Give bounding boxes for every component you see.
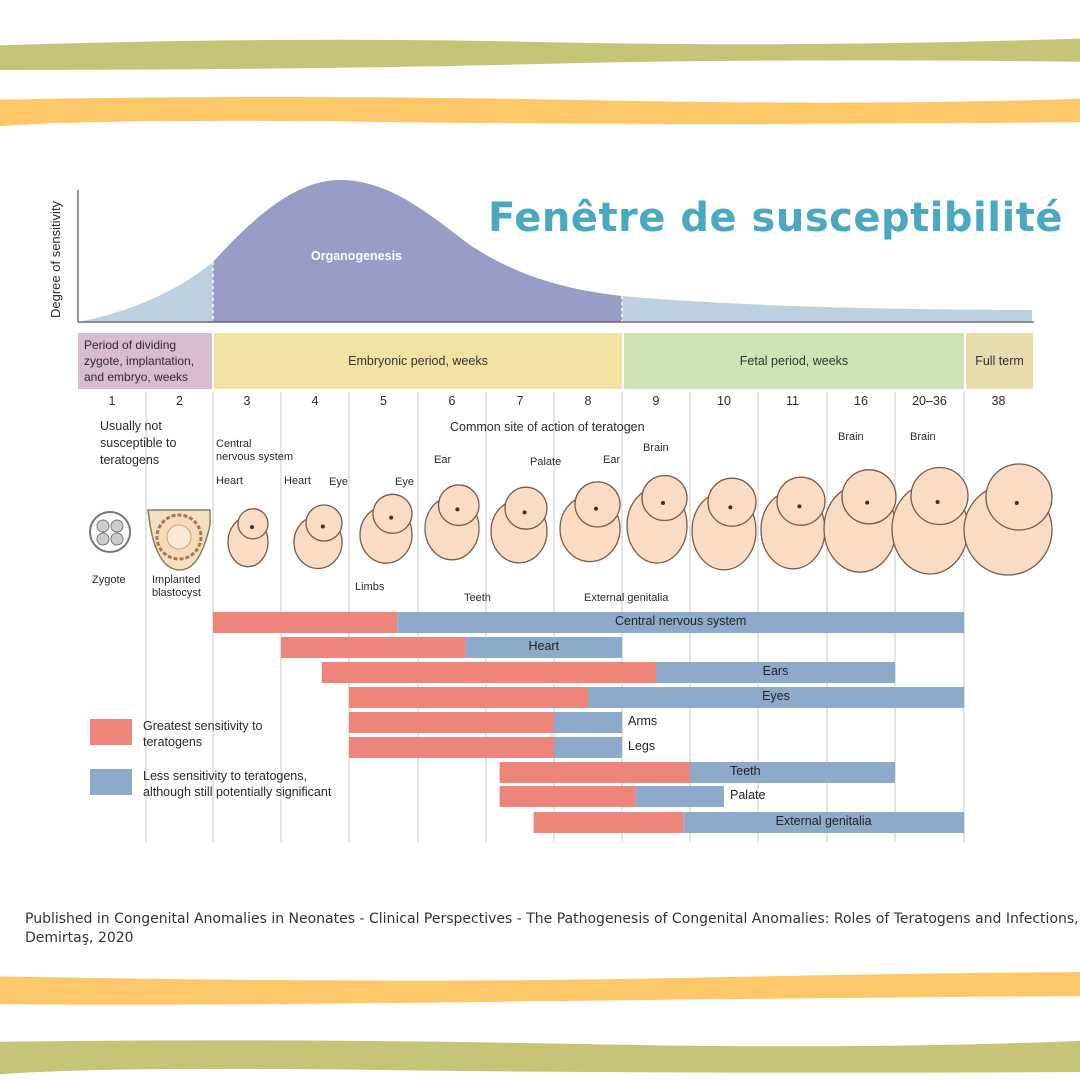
embryo-illustration (823, 469, 897, 573)
bar-low-sensitivity (397, 612, 964, 633)
week-label: 38 (991, 394, 1006, 408)
phase-fullterm-band (966, 333, 1033, 389)
bar-high-sensitivity (499, 762, 690, 783)
bar-high-sensitivity (281, 637, 466, 658)
bar-label: External genitalia (775, 814, 872, 828)
sensitivity-curve-organogenesis (213, 180, 622, 322)
week-label: 4 (311, 394, 319, 408)
bar-low-sensitivity (465, 637, 622, 658)
green-brush-stroke-top (0, 38, 1080, 70)
phase-fetal-band (624, 333, 964, 389)
label-external-genitalia: External genitalia (584, 592, 669, 604)
week-label: 10 (717, 394, 731, 408)
y-axis-label: Degree of sensitivity (48, 200, 63, 318)
embryo-illustration (293, 504, 343, 570)
zygote-illustration (89, 511, 131, 553)
bar-label: Heart (528, 639, 560, 653)
label-cns: Central nervous system (216, 438, 294, 463)
week-label: 8 (584, 394, 592, 408)
sensitivity-curve-early (78, 262, 213, 322)
bar-low-sensitivity (656, 662, 895, 683)
phase-label-dividing: Period of dividing zygote, implantation, a… (84, 338, 195, 384)
bar-low-sensitivity (554, 712, 622, 733)
bar-low-sensitivity (690, 762, 895, 783)
legend-low-text: Less sensitivity to teratogens, although … (143, 769, 332, 799)
embryo-illustration (891, 466, 969, 575)
embryo-illustration (760, 476, 826, 570)
phase-label-fetal: Fetal period, weeks (739, 354, 849, 368)
label-blastocyst: Implanted blastocyst (152, 574, 201, 599)
embryo-illustration (424, 484, 480, 561)
bar-label: Central nervous system (614, 614, 747, 628)
embryo-illustration (626, 474, 688, 564)
label-ear-wk6: Ear (434, 454, 452, 466)
label-palate: Palate (530, 456, 562, 468)
week-label: 9 (652, 394, 660, 408)
bar-low-sensitivity (554, 737, 622, 758)
bar-label: Ears (762, 664, 789, 678)
phase-label-fullterm: Full term (975, 354, 1024, 368)
bar-high-sensitivity (213, 612, 398, 633)
label-brain-wk16: Brain (838, 431, 864, 443)
bar-high-sensitivity (321, 662, 656, 683)
curve-label-organogenesis: Organogenesis (311, 249, 402, 263)
embryo-illustration (963, 463, 1053, 576)
citation-caption: Published in Congenital Anomalies in Neo… (25, 911, 1080, 946)
bar-high-sensitivity (499, 786, 636, 807)
diagram-title: Fenêtre de susceptibilité (488, 195, 1063, 241)
bar-high-sensitivity (349, 687, 588, 708)
phase-embryonic-band (214, 333, 622, 389)
week-label: 11 (786, 394, 799, 408)
week-label: 1 (108, 394, 116, 408)
label-ear-wk8: Ear (603, 454, 621, 466)
week-label: 20–36 (912, 394, 947, 408)
week-label: 2 (176, 394, 183, 408)
green-brush-stroke-bottom (0, 1040, 1080, 1075)
embryo-illustration (691, 477, 757, 571)
label-limbs: Limbs (355, 581, 385, 593)
legend-high-text: Greatest sensitivity to teratogens (143, 719, 263, 749)
legend-low-swatch (90, 769, 132, 795)
week-label: 5 (380, 394, 387, 408)
label-brain-wk20: Brain (910, 431, 936, 443)
week-label: 3 (243, 394, 251, 408)
bar-low-sensitivity (683, 812, 964, 833)
embryo-illustration (559, 481, 621, 563)
bar-label: Eyes (762, 689, 790, 703)
phase-label-embryonic: Embryonic period, weeks (348, 354, 488, 368)
label-eye-wk4: Eye (329, 476, 348, 488)
embryo-illustration (490, 486, 548, 564)
legend-high-swatch (90, 719, 132, 745)
bar-low-sensitivity (635, 786, 724, 807)
bar-label: Palate (730, 788, 766, 802)
label-zygote: Zygote (92, 574, 126, 586)
label-eye-wk5: Eye (395, 476, 414, 488)
bar-label: Arms (628, 714, 658, 728)
phase-dividing-band (78, 333, 212, 389)
label-heart-wk4: Heart (284, 475, 311, 487)
common-site-note: Common site of action of teratogen (450, 420, 645, 434)
blastocyst-illustration (147, 509, 211, 571)
week-label: 6 (448, 394, 456, 408)
bar-high-sensitivity (533, 812, 684, 833)
week-label: 7 (516, 394, 524, 408)
embryo-illustration (359, 493, 413, 564)
bar-low-sensitivity (588, 687, 964, 708)
sensitivity-curve-fetal (622, 296, 1032, 322)
bar-label: Legs (628, 739, 656, 753)
label-teeth: Teeth (464, 592, 491, 604)
bar-high-sensitivity (349, 712, 554, 733)
label-heart-wk3: Heart (216, 475, 243, 487)
label-brain-wk9: Brain (643, 442, 669, 454)
bar-label: Teeth (730, 764, 761, 778)
not-susceptible-note: Usually not susceptible to teratogens (100, 419, 177, 467)
week-label: 16 (854, 394, 868, 408)
embryo-illustration (227, 508, 269, 568)
bar-high-sensitivity (349, 737, 554, 758)
orange-brush-stroke-bottom (0, 972, 1080, 1005)
orange-brush-stroke-top (0, 97, 1080, 127)
